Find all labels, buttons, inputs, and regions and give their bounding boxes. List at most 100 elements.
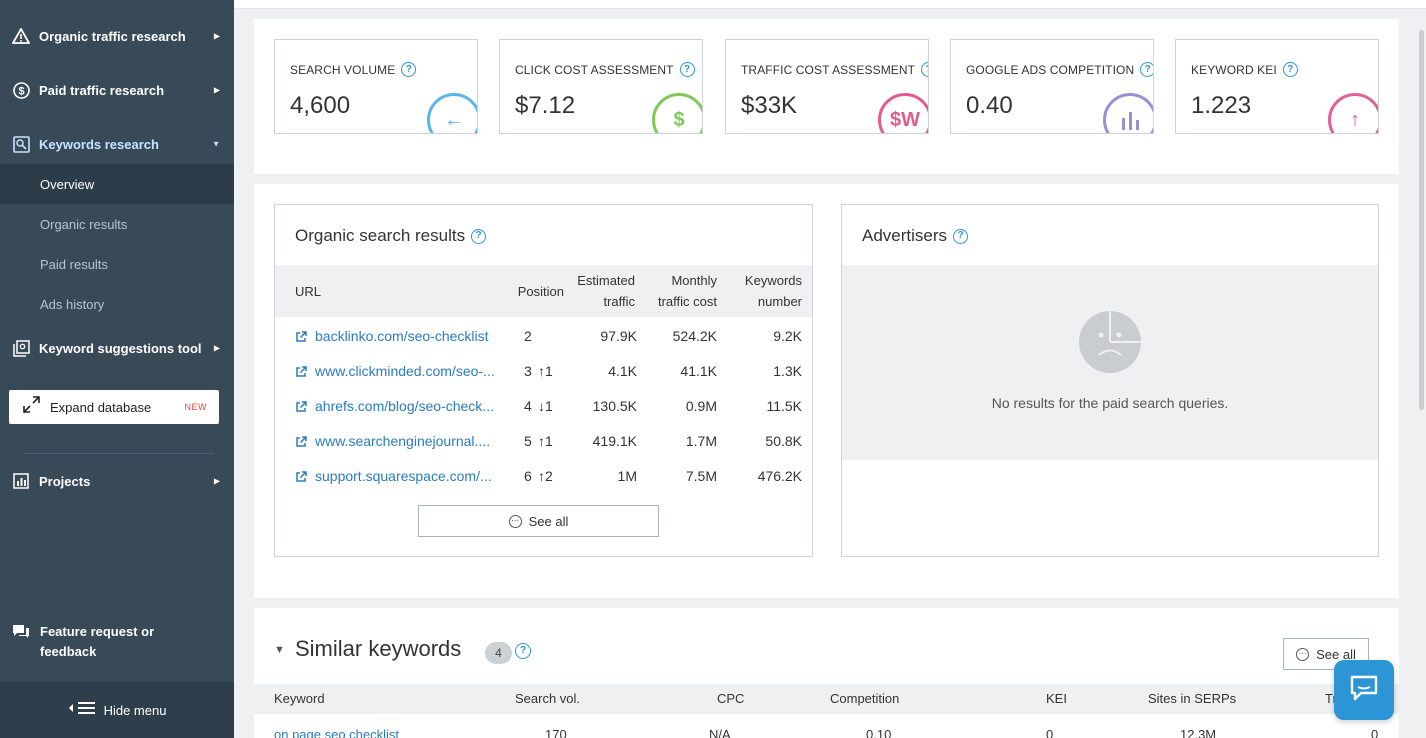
sidebar-divider bbox=[24, 453, 214, 454]
expand-database-label: Expand database bbox=[50, 399, 152, 415]
advertisers-empty-message: No results for the paid search queries. bbox=[991, 395, 1229, 411]
stat-card-keyword-kei: KEYWORD KEI? 1.223 ↑ bbox=[1175, 39, 1379, 134]
position-change: ↑1 bbox=[538, 424, 553, 459]
position-change-value: 1 bbox=[545, 433, 553, 449]
collapse-triangle-icon[interactable]: ▼ bbox=[274, 644, 285, 656]
position-change: ↓1 bbox=[538, 389, 553, 424]
stat-card-traffic-cost: TRAFFIC COST ASSESSMENT? $33K $W bbox=[725, 39, 929, 134]
header-sites-in-serps[interactable]: Sites in SERPs bbox=[1148, 691, 1237, 706]
estimated-traffic-value: 419.1K bbox=[592, 433, 637, 449]
result-url-text: www.clickminded.com/seo-... bbox=[315, 363, 495, 379]
monthly-cost-value: 1.7M bbox=[685, 433, 717, 449]
stat-title: CLICK COST ASSESSMENT? bbox=[515, 62, 695, 77]
click-cursor-icon: $ bbox=[652, 93, 702, 133]
organic-result-row: support.squarespace.com/... 6 ↑2 1M 7.5M 476.… bbox=[275, 459, 812, 494]
help-icon[interactable]: ? bbox=[679, 62, 695, 77]
nav-label: Paid traffic research bbox=[39, 82, 165, 98]
monthly-cost-value: 41.1K bbox=[680, 363, 717, 379]
position-value: 5 bbox=[524, 433, 532, 449]
feature-request-label: Feature request or feedback bbox=[40, 624, 155, 659]
hamburger-menu-icon bbox=[68, 701, 96, 720]
help-icon[interactable]: ? bbox=[921, 62, 928, 77]
page-scrollbar[interactable] bbox=[1419, 30, 1424, 410]
header-search-vol[interactable]: Search vol. bbox=[515, 691, 581, 706]
search-vol-value: 170 bbox=[545, 727, 567, 738]
help-icon[interactable]: ? bbox=[953, 228, 969, 244]
keyword-link[interactable]: on page seo checklist bbox=[274, 727, 400, 738]
organic-result-row: www.searchenginejournal.... 5 ↑1 419.1K 1.7M… bbox=[275, 424, 812, 459]
result-url-text: support.squarespace.com/... bbox=[315, 468, 492, 484]
nav-projects[interactable]: Projects ▶ bbox=[0, 454, 234, 508]
stat-card-search-volume: SEARCH VOLUME? 4,600 ← bbox=[274, 39, 478, 134]
arrow-up-icon: ↑ bbox=[538, 433, 545, 449]
chat-widget-button[interactable] bbox=[1334, 660, 1394, 720]
result-url-link[interactable]: backlinko.com/seo-checklist bbox=[295, 319, 489, 354]
stat-value: $7.12 bbox=[515, 92, 576, 119]
external-link-icon bbox=[296, 470, 307, 482]
keywords-number-value: 50.8K bbox=[765, 433, 802, 449]
help-icon[interactable]: ? bbox=[1282, 62, 1298, 77]
nav-paid-traffic-research[interactable]: $ Paid traffic research ▶ bbox=[0, 63, 234, 117]
hide-menu-button[interactable]: Hide menu bbox=[0, 682, 234, 738]
bar-chart-icon bbox=[12, 472, 30, 490]
warning-triangle-icon bbox=[12, 27, 30, 45]
result-url-link[interactable]: www.clickminded.com/seo-... bbox=[295, 354, 495, 389]
header-tr[interactable]: Tr bbox=[1325, 691, 1337, 706]
header-keyword[interactable]: Keyword bbox=[274, 691, 325, 706]
keywords-number-value: 1.3K bbox=[773, 363, 802, 379]
header-kei[interactable]: KEI bbox=[1046, 691, 1067, 706]
caret-right-icon: ▶ bbox=[213, 476, 220, 486]
help-icon[interactable]: ? bbox=[401, 62, 417, 77]
feature-request-link[interactable]: Feature request or feedback bbox=[12, 624, 190, 662]
see-all-organic-button[interactable]: ··· See all bbox=[418, 505, 659, 537]
nav-keywords-research[interactable]: Keywords research ▼ bbox=[0, 117, 234, 171]
dollar-circle-icon: $ bbox=[12, 81, 30, 99]
external-link-icon bbox=[296, 435, 307, 447]
help-icon[interactable]: ? bbox=[515, 643, 531, 659]
cpc-value: N/A bbox=[709, 727, 731, 738]
header-cpc[interactable]: CPC bbox=[717, 691, 745, 706]
position-change-value: 1 bbox=[545, 363, 553, 379]
result-url-link[interactable]: www.searchenginejournal.... bbox=[295, 424, 490, 459]
suggestions-icon bbox=[12, 339, 30, 357]
result-url-link[interactable]: ahrefs.com/blog/seo-check... bbox=[295, 389, 494, 424]
header-monthly-traffic-cost[interactable]: Monthly traffic cost bbox=[657, 273, 717, 309]
expand-database-button[interactable]: Expand database NEW bbox=[9, 390, 219, 424]
arrow-up-icon: ↑ bbox=[538, 363, 545, 379]
header-estimated-traffic[interactable]: Estimated traffic bbox=[577, 273, 635, 309]
header-keywords-number[interactable]: Keywords number bbox=[744, 273, 802, 309]
position-value: 6 bbox=[524, 468, 532, 484]
arrow-left-icon: ← bbox=[427, 93, 477, 133]
sub-item-paid-results[interactable]: Paid results bbox=[40, 256, 108, 272]
nav-keyword-suggestions-tool[interactable]: Keyword suggestions tool ▶ bbox=[0, 321, 234, 375]
header-url[interactable]: URL bbox=[295, 284, 322, 299]
result-url-link[interactable]: support.squarespace.com/... bbox=[295, 459, 492, 494]
nav-label: Projects bbox=[39, 473, 91, 489]
estimated-traffic-value: 130.5K bbox=[592, 398, 637, 414]
organic-results-box: Organic search results? URL Position Est… bbox=[274, 204, 813, 557]
svg-text:$: $ bbox=[18, 85, 24, 97]
similar-keywords-table-header: Keyword Search vol. CPC Competition KEI … bbox=[254, 684, 1399, 714]
sub-item-ads-history[interactable]: Ads history bbox=[40, 296, 105, 312]
help-icon[interactable]: ? bbox=[1140, 62, 1153, 77]
chat-icon bbox=[1349, 675, 1379, 706]
sub-item-organic-results[interactable]: Organic results bbox=[40, 216, 128, 232]
estimated-traffic-value: 97.9K bbox=[600, 328, 637, 344]
monthly-cost-value: 7.5M bbox=[685, 468, 717, 484]
nav-organic-traffic-research[interactable]: Organic traffic research ▶ bbox=[0, 9, 234, 63]
arrow-up-icon: ↑ bbox=[538, 468, 545, 484]
organic-table-header: URL Position Estimated traffic Monthly t… bbox=[275, 265, 812, 317]
header-competition[interactable]: Competition bbox=[830, 691, 900, 706]
header-position[interactable]: Position bbox=[517, 284, 564, 299]
position-value: 3 bbox=[524, 363, 532, 379]
kei-value: 0 bbox=[1046, 727, 1054, 738]
sidebar: Organic traffic research ▶ $ Paid traffi… bbox=[0, 0, 234, 738]
advertisers-title: Advertisers? bbox=[862, 226, 969, 246]
sub-item-overview[interactable]: Overview bbox=[0, 164, 234, 204]
caret-right-icon: ▶ bbox=[213, 31, 220, 41]
expand-arrows-icon bbox=[23, 396, 40, 418]
stat-title: GOOGLE ADS COMPETITION? bbox=[966, 62, 1153, 77]
help-icon[interactable]: ? bbox=[471, 228, 487, 244]
sites-in-serps-value: 12.3M bbox=[1180, 727, 1217, 738]
more-dots-icon: ··· bbox=[508, 514, 522, 528]
